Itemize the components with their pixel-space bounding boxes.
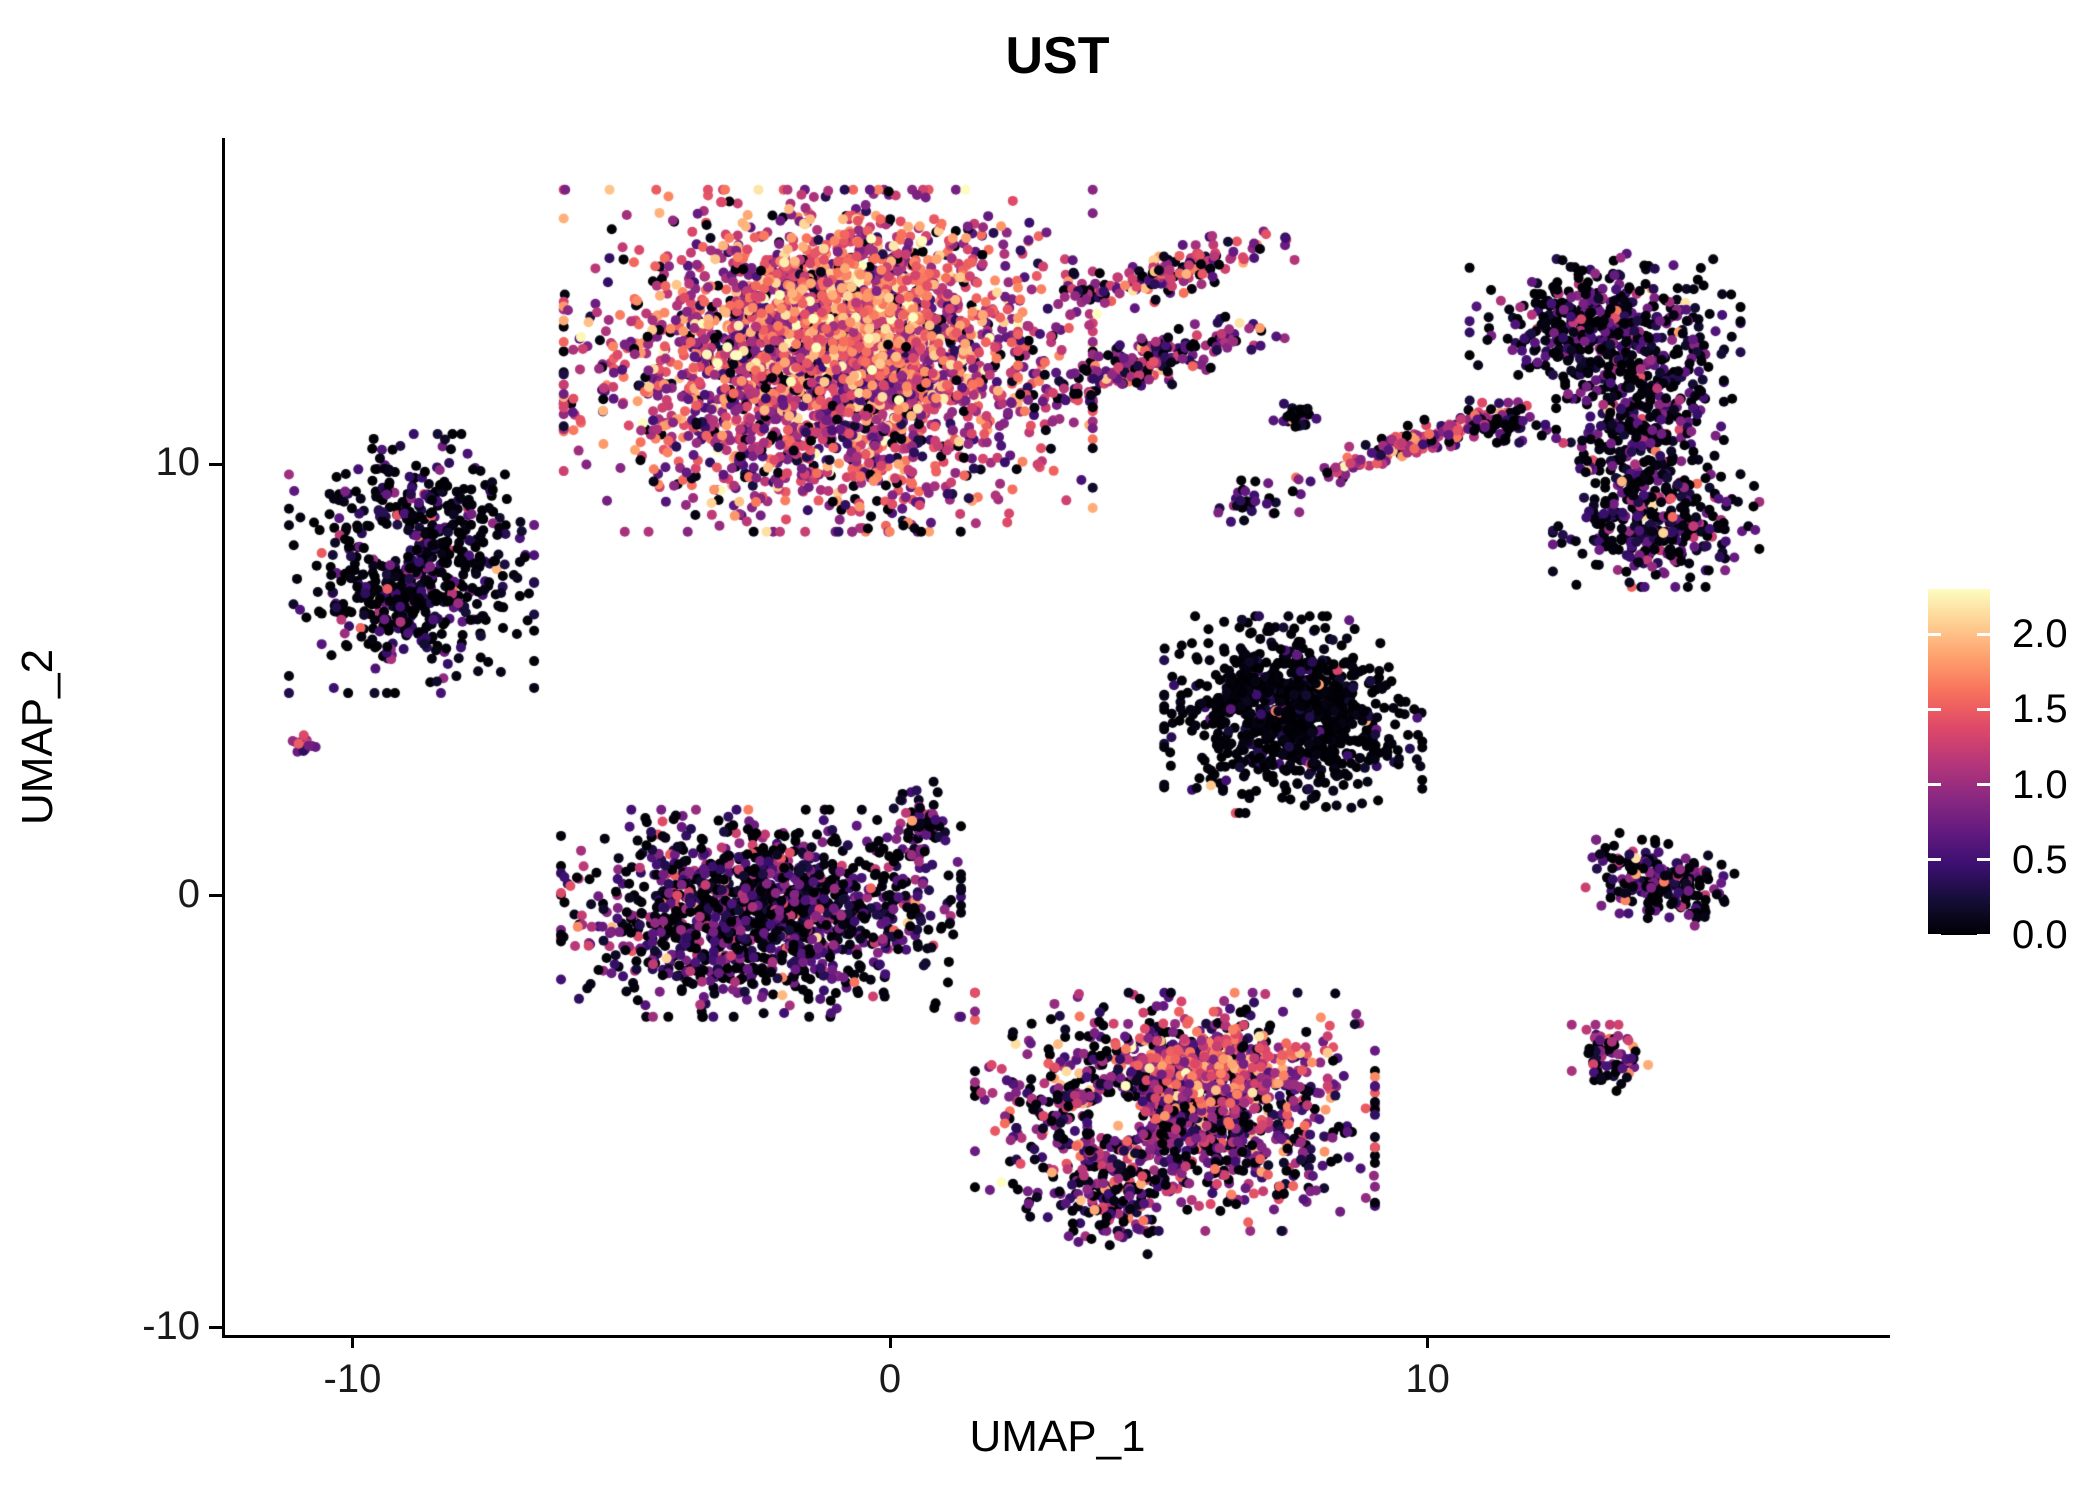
x-tick-label: 0 bbox=[878, 1357, 902, 1401]
y-tick-mark bbox=[209, 1326, 222, 1330]
colorbar-tick-mark bbox=[1977, 933, 1990, 937]
legend-tick-label: 2.0 bbox=[2012, 612, 2068, 657]
colorbar-tick-mark bbox=[1977, 783, 1990, 787]
y-tick-label: 0 bbox=[177, 871, 200, 916]
y-axis-title: UMAP_2 bbox=[13, 648, 62, 825]
plot-title: UST bbox=[1005, 27, 1110, 85]
y-tick-label: 10 bbox=[155, 440, 201, 485]
colorbar-tick-mark bbox=[1928, 858, 1941, 862]
y-tick-label: -10 bbox=[142, 1303, 200, 1348]
colorbar-tick-mark bbox=[1977, 632, 1990, 636]
colorbar-tick-mark bbox=[1977, 707, 1990, 711]
colorbar-tick-mark bbox=[1977, 858, 1990, 862]
legend-tick-label: 1.5 bbox=[2012, 687, 2068, 732]
colorbar-tick-mark bbox=[1928, 783, 1941, 787]
x-axis-title: UMAP_1 bbox=[969, 1412, 1146, 1461]
y-tick-mark bbox=[209, 894, 222, 898]
legend-tick-label: 1.0 bbox=[2012, 762, 2068, 807]
colorbar-tick-mark bbox=[1928, 933, 1941, 937]
colorbar-tick-mark bbox=[1928, 632, 1941, 636]
colorbar bbox=[1928, 589, 1990, 935]
legend-tick-label: 0.0 bbox=[2012, 913, 2068, 957]
x-tick-mark bbox=[888, 1335, 892, 1348]
legend-tick-label: 0.5 bbox=[2012, 837, 2068, 882]
scatter-canvas bbox=[225, 138, 1890, 1335]
x-tick-mark bbox=[350, 1335, 354, 1348]
x-tick-label: -10 bbox=[323, 1357, 382, 1401]
plot-area bbox=[222, 138, 1890, 1338]
colorbar-tick-mark bbox=[1928, 707, 1941, 711]
x-tick-label: 10 bbox=[1405, 1357, 1450, 1401]
y-tick-mark bbox=[209, 462, 222, 466]
x-tick-mark bbox=[1426, 1335, 1430, 1348]
